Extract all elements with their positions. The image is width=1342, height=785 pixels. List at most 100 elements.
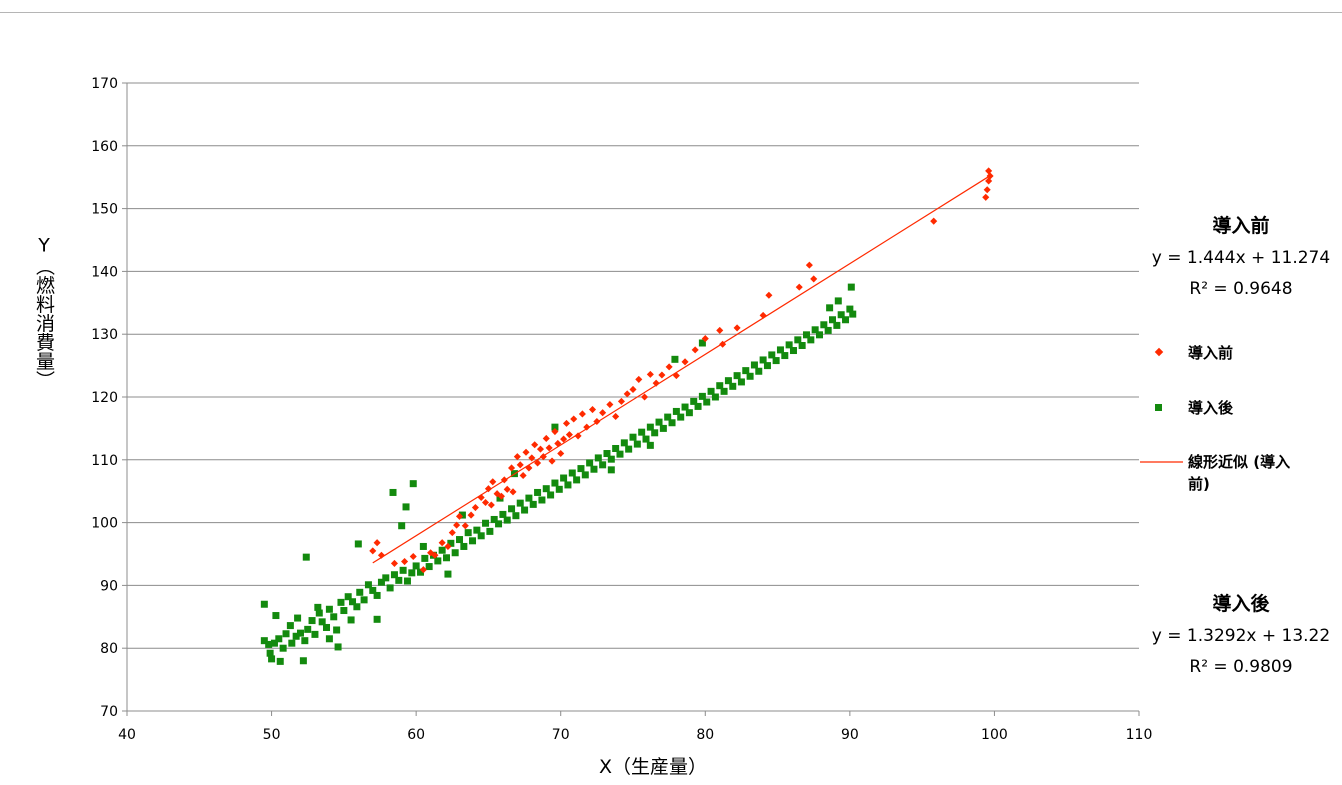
point-after-75 [555, 485, 563, 493]
point-before-1 [373, 539, 381, 547]
point-after-152 [354, 540, 362, 548]
y-tick-label-100: 100 [91, 516, 118, 532]
point-after-133 [807, 336, 815, 344]
point-before-5 [409, 552, 417, 561]
point-after-135 [815, 331, 823, 339]
point-after-8 [282, 630, 290, 638]
legend-before-marker [1154, 347, 1164, 357]
point-before-30 [519, 471, 527, 480]
point-after-169 [419, 542, 427, 550]
point-after-55 [469, 537, 477, 545]
point-after-82 [586, 459, 594, 467]
point-after-66 [516, 499, 524, 507]
point-after-154 [398, 522, 406, 530]
trendline-layer [372, 175, 991, 564]
x-tick-label-60: 60 [407, 727, 425, 743]
point-before-26 [508, 464, 516, 472]
point-after-53 [460, 542, 468, 550]
point-after-93 [633, 440, 641, 448]
point-before-23 [497, 492, 505, 500]
point-before-15 [467, 511, 475, 519]
point-after-83 [590, 465, 598, 473]
point-before-16 [471, 503, 479, 512]
point-before-62 [652, 379, 660, 387]
point-before-81 [985, 167, 993, 175]
point-after-92 [629, 433, 637, 441]
point-before-66 [681, 358, 689, 366]
point-after-15 [308, 617, 316, 625]
point-before-46 [565, 431, 573, 439]
point-after-37 [390, 571, 398, 579]
point-after-130 [794, 336, 802, 344]
point-after-16 [299, 657, 307, 665]
point-after-85 [599, 461, 607, 469]
point-after-140 [837, 311, 845, 319]
point-before-44 [560, 435, 568, 443]
legend-trendline-label-1: 線形近似 (導入 [1188, 453, 1290, 471]
point-after-147 [260, 600, 268, 608]
point-before-8 [431, 551, 439, 559]
point-before-55 [612, 412, 620, 421]
point-after-111 [711, 393, 719, 401]
point-after-118 [742, 367, 750, 375]
point-after-113 [720, 387, 728, 395]
point-after-88 [612, 444, 620, 452]
trendline-before [372, 175, 991, 564]
before-regression-annotation: 導入前 y = 1.444x + 11.274 R² = 0.9648 [1152, 214, 1330, 299]
point-after-129 [789, 347, 797, 355]
point-after-74 [551, 479, 559, 487]
point-before-29 [516, 461, 524, 469]
point-after-10 [288, 639, 296, 647]
point-after-45 [425, 563, 433, 571]
point-after-134 [811, 326, 819, 334]
point-after-73 [547, 491, 555, 499]
point-after-25 [340, 607, 348, 615]
before-equation: y = 1.444x + 11.274 [1152, 248, 1330, 268]
legend-after-label: 導入後 [1188, 399, 1234, 417]
point-before-79 [983, 186, 991, 194]
y-tick-label-170: 170 [91, 76, 118, 92]
point-after-34 [377, 578, 385, 586]
point-before-56 [617, 397, 625, 405]
point-before-53 [599, 409, 607, 417]
point-after-28 [353, 603, 361, 611]
point-after-1 [265, 640, 273, 648]
point-after-32 [369, 586, 377, 594]
point-after-22 [330, 613, 338, 621]
before-r-squared: R² = 0.9648 [1189, 279, 1292, 299]
x-tick-label-100: 100 [981, 727, 1008, 743]
point-after-101 [668, 419, 676, 427]
point-before-25 [503, 485, 511, 493]
x-tick-label-110: 110 [1126, 727, 1153, 743]
y-tick-label-90: 90 [100, 578, 118, 594]
point-before-10 [444, 542, 452, 550]
point-before-60 [641, 393, 649, 401]
point-after-144 [834, 297, 842, 305]
point-after-31 [364, 581, 372, 589]
point-after-2 [266, 649, 274, 657]
point-after-4 [270, 639, 278, 647]
point-before-74 [795, 283, 803, 291]
point-after-65 [512, 512, 520, 520]
point-after-51 [451, 549, 459, 557]
y-tick-label-150: 150 [91, 202, 118, 218]
point-after-84 [594, 454, 602, 462]
point-after-149 [302, 553, 310, 561]
point-before-59 [635, 375, 643, 383]
point-after-91 [625, 445, 633, 453]
point-after-122 [759, 356, 767, 364]
point-after-42 [412, 562, 420, 570]
point-before-71 [733, 324, 741, 332]
point-after-71 [538, 496, 546, 504]
point-after-62 [499, 510, 507, 518]
point-after-131 [798, 342, 806, 350]
point-after-109 [703, 398, 711, 406]
point-before-39 [545, 444, 553, 452]
point-after-27 [349, 598, 357, 606]
point-after-165 [646, 441, 654, 449]
point-after-125 [772, 357, 780, 365]
point-after-29 [356, 588, 364, 596]
point-before-18 [482, 498, 490, 507]
point-before-48 [574, 432, 582, 440]
